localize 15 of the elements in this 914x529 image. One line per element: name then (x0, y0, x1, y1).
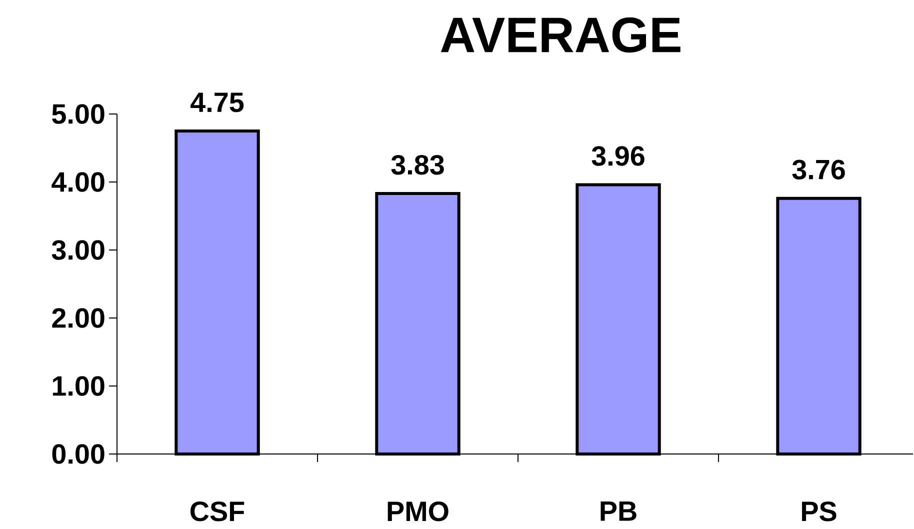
data-label: 3.83 (391, 154, 444, 175)
x-tick-label: PS (802, 502, 836, 522)
y-tick-label: 1.00 (52, 376, 104, 396)
x-tick-label: PB (600, 502, 636, 521)
x-tick-label: CSF (190, 502, 244, 522)
y-tick-label: 2.00 (52, 308, 104, 328)
y-tick-label: 0.00 (52, 444, 104, 464)
data-label: 3.96 (592, 146, 644, 166)
y-tick-label: 4.00 (52, 172, 104, 192)
x-tick-label: PMO (388, 502, 448, 522)
data-label: 3.76 (792, 160, 845, 180)
y-tick-label: 5.00 (52, 104, 104, 124)
chart-title: AVERAGE (440, 17, 680, 53)
data-label: 4.75 (190, 92, 244, 112)
y-tick-label: 3.00 (52, 240, 104, 260)
